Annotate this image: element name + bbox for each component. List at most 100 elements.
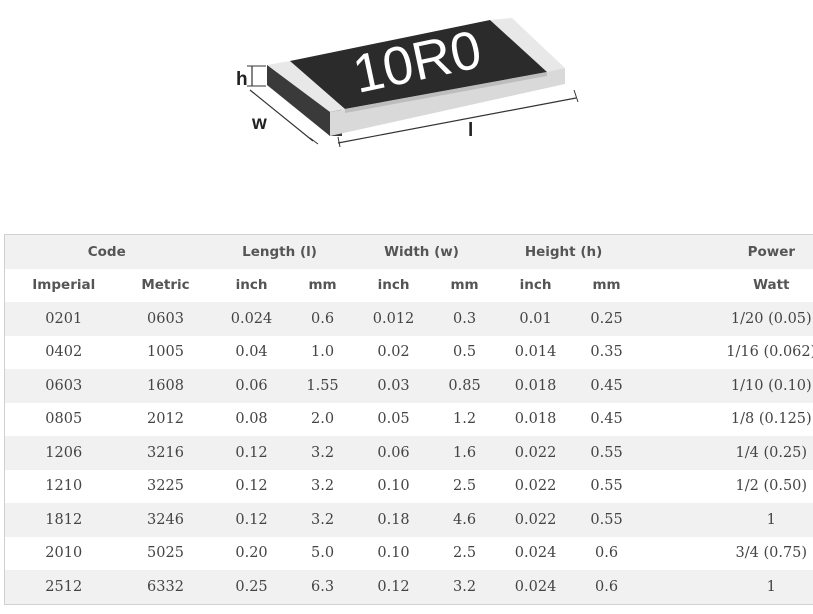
- cell-power: 1/2 (0.50): [735, 478, 808, 495]
- width-label: w: [251, 113, 267, 134]
- cell-height-inch: 0.024: [514, 578, 557, 595]
- cell-metric: 3216: [147, 444, 184, 461]
- resistor-side-face: [330, 68, 565, 136]
- cell-power: 1/4 (0.25): [735, 444, 808, 461]
- cell-metric: 3225: [147, 478, 184, 495]
- cell-metric: 0603: [147, 310, 184, 327]
- subheader-height-mm: mm: [592, 277, 621, 294]
- cell-width-inch: 0.10: [377, 545, 410, 562]
- cell-length-inch: 0.12: [235, 478, 268, 495]
- cell-imperial: 2512: [45, 578, 83, 595]
- cell-height-inch: 0.022: [514, 478, 557, 495]
- cell-width-inch: 0.012: [372, 310, 415, 327]
- subheader-imperial: Imperial: [32, 277, 96, 294]
- cell-imperial: 0603: [45, 377, 83, 394]
- cell-imperial: 1210: [45, 478, 83, 495]
- cell-imperial: 0805: [45, 411, 83, 428]
- cell-height-inch: 0.014: [514, 344, 557, 361]
- cell-metric: 3246: [147, 511, 184, 528]
- cell-height-inch: 0.018: [514, 377, 557, 394]
- table-row: 0201 0603 0.024 0.6 0.012 0.3 0.01 0.25 …: [4, 302, 813, 336]
- cell-width-mm: 3.2: [453, 578, 477, 595]
- cell-imperial: 1206: [45, 444, 83, 461]
- cell-imperial: 2010: [45, 545, 83, 562]
- cell-width-inch: 0.02: [377, 344, 410, 361]
- cell-length-inch: 0.20: [235, 545, 268, 562]
- header-height: Height (h): [524, 243, 603, 260]
- cell-width-mm: 4.6: [453, 511, 477, 528]
- table-row: 0402 1005 0.04 1.0 0.02 0.5 0.014 0.35 1…: [4, 335, 813, 369]
- cell-length-inch: 0.12: [235, 444, 268, 461]
- cell-width-inch: 0.18: [377, 511, 410, 528]
- table-row: 1812 3246 0.12 3.2 0.18 4.6 0.022 0.55 1: [4, 503, 813, 537]
- cell-length-mm: 3.2: [310, 511, 335, 528]
- table-row: 1206 3216 0.12 3.2 0.06 1.6 0.022 0.55 1…: [4, 436, 813, 470]
- cell-length-mm: 6.3: [310, 578, 335, 595]
- cell-imperial: 0402: [45, 344, 83, 361]
- cell-height-inch: 0.018: [514, 411, 557, 428]
- header-length: Length (l): [242, 243, 317, 260]
- cell-metric: 5025: [147, 545, 184, 562]
- smd-resistor-illustration: 10R0 h w l: [0, 0, 813, 200]
- subheader-length-mm: mm: [308, 277, 337, 294]
- cell-metric: 6332: [147, 578, 184, 595]
- cell-power: 1/10 (0.10): [730, 377, 812, 394]
- cell-power: 1/20 (0.05): [730, 310, 812, 327]
- length-label: l: [468, 120, 473, 141]
- cell-length-mm: 3.2: [310, 444, 335, 461]
- cell-width-mm: 2.5: [453, 545, 477, 562]
- cell-length-inch: 0.04: [235, 344, 268, 361]
- cell-height-mm: 0.6: [595, 578, 619, 595]
- cell-length-inch: 0.25: [235, 578, 268, 595]
- cell-length-mm: 0.6: [310, 310, 335, 327]
- cell-length-inch: 0.06: [235, 377, 268, 394]
- table-row: 2512 6332 0.25 6.3 0.12 3.2 0.024 0.6 1: [4, 570, 813, 604]
- cell-width-inch: 0.05: [377, 411, 410, 428]
- height-label: h: [236, 69, 248, 90]
- cell-length-mm: 1.0: [310, 344, 335, 361]
- cell-metric: 2012: [147, 411, 184, 428]
- resistor-top-face: [290, 20, 547, 109]
- cell-width-inch: 0.12: [377, 578, 410, 595]
- header-width: Width (w): [384, 243, 459, 260]
- cell-width-mm: 0.3: [453, 310, 477, 327]
- subheader-length-inch: inch: [235, 277, 268, 294]
- cell-power: 1/16 (0.062): [726, 344, 813, 361]
- cell-length-inch: 0.12: [235, 511, 268, 528]
- cell-width-inch: 0.10: [377, 478, 410, 495]
- subheader-width-mm: mm: [450, 277, 479, 294]
- cell-height-inch: 0.022: [514, 444, 557, 461]
- cell-height-mm: 0.45: [590, 377, 623, 394]
- table-row: 2010 5025 0.20 5.0 0.10 2.5 0.024 0.6 3/…: [4, 536, 813, 570]
- cell-width-mm: 1.2: [453, 411, 477, 428]
- cell-length-mm: 1.55: [306, 377, 339, 394]
- cell-height-inch: 0.024: [514, 545, 557, 562]
- subheader-metric: Metric: [141, 277, 190, 294]
- cell-metric: 1608: [147, 377, 184, 394]
- cell-height-mm: 0.25: [590, 310, 623, 327]
- cell-width-inch: 0.03: [377, 377, 410, 394]
- subheader-height-inch: inch: [519, 277, 552, 294]
- cell-width-mm: 1.6: [453, 444, 477, 461]
- cell-power: 3/4 (0.75): [735, 545, 808, 562]
- cell-height-mm: 0.55: [590, 444, 623, 461]
- cell-length-mm: 2.0: [310, 411, 335, 428]
- cell-height-mm: 0.45: [590, 411, 623, 428]
- cell-imperial: 1812: [45, 511, 83, 528]
- cell-height-mm: 0.55: [590, 478, 623, 495]
- table-sub-header-row: Imperial Metric inch mm inch mm inch mm …: [4, 268, 813, 302]
- cell-height-inch: 0.01: [519, 310, 552, 327]
- cell-height-mm: 0.35: [590, 344, 623, 361]
- subheader-watt: Watt: [753, 277, 790, 294]
- cell-length-inch: 0.08: [235, 411, 268, 428]
- table-row: 0805 2012 0.08 2.0 0.05 1.2 0.018 0.45 1…: [4, 402, 813, 436]
- resistor-left-cap: [267, 61, 345, 112]
- header-code: Code: [87, 243, 126, 260]
- cell-length-mm: 3.2: [310, 478, 335, 495]
- cell-length-mm: 5.0: [310, 545, 335, 562]
- table-row: 0603 1608 0.06 1.55 0.03 0.85 0.018 0.45…: [4, 369, 813, 403]
- cell-height-mm: 0.55: [590, 511, 623, 528]
- cell-length-inch: 0.024: [230, 310, 273, 327]
- table-row: 1210 3225 0.12 3.2 0.10 2.5 0.022 0.55 1…: [4, 469, 813, 503]
- subheader-width-inch: inch: [377, 277, 410, 294]
